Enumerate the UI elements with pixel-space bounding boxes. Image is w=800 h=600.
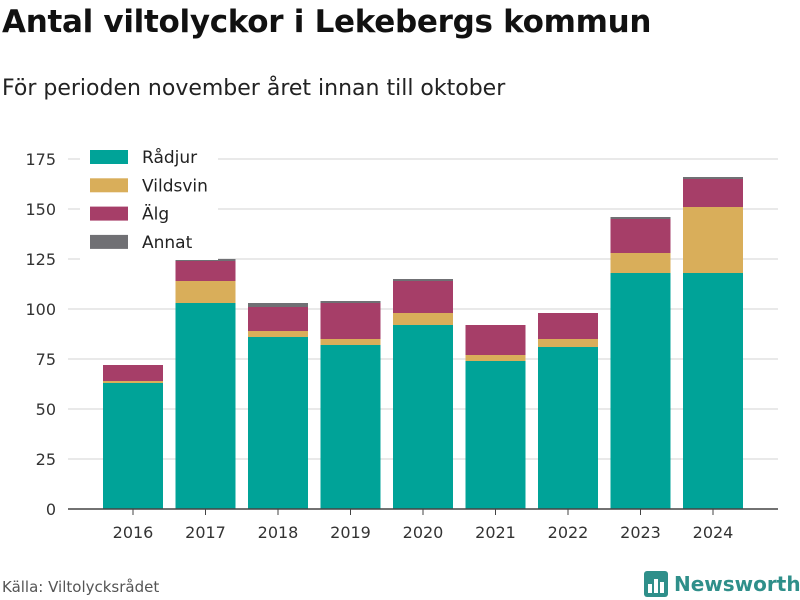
bar-segment-älg — [538, 313, 598, 339]
bar-segment-älg — [465, 325, 526, 355]
bar-segment-annat — [683, 177, 743, 179]
x-tick-label: 2018 — [258, 523, 299, 542]
bar-segment-rådjur — [320, 345, 381, 509]
x-tick-label: 2021 — [475, 523, 516, 542]
bar-segment-vildsvin — [393, 313, 453, 325]
bar-segment-rådjur — [683, 273, 743, 509]
bar-segment-vildsvin — [683, 207, 743, 273]
bar-segment-rådjur — [538, 347, 598, 509]
legend-swatch-vildsvin — [90, 178, 128, 193]
x-tick-label: 2023 — [620, 523, 661, 542]
y-tick-label: 175 — [25, 150, 56, 169]
bar-segment-vildsvin — [465, 355, 526, 361]
legend-label: Vildsvin — [142, 176, 208, 196]
x-tick-label: 2020 — [403, 523, 444, 542]
y-tick-label: 0 — [46, 500, 56, 519]
legend-swatch-älg — [90, 206, 128, 221]
bar-segment-vildsvin — [175, 281, 236, 303]
x-axis-ticks: 2016 2017 2018 2019 2020 2021 2022 2023 2024 — [113, 509, 734, 542]
bar-segment-annat — [610, 217, 671, 219]
source-note: Källa: Viltolycksrådet — [2, 578, 160, 596]
y-axis-ticks: 0 25 50 75 100 125 150 175 — [25, 150, 56, 519]
bar-segment-annat — [320, 301, 381, 303]
brand-name: Newsworthy — [674, 572, 800, 596]
legend-swatch-rådjur — [90, 150, 128, 164]
bar-segment-rådjur — [610, 273, 671, 509]
y-tick-label: 125 — [25, 250, 56, 269]
legend-swatch-annat — [90, 234, 128, 249]
chart-subtitle: För perioden november året innan till ok… — [2, 76, 506, 101]
bar-segment-älg — [320, 303, 381, 339]
legend-label: Rådjur — [142, 147, 197, 168]
bar-segment-rådjur — [103, 383, 163, 509]
bar-segment-rådjur — [465, 361, 526, 509]
bar-segment-annat — [393, 279, 453, 281]
bar-segment-rådjur — [248, 337, 308, 509]
legend: Rådjur Vildsvin Älg Annat — [80, 140, 218, 260]
x-tick-label: 2017 — [185, 523, 226, 542]
bar-segment-älg — [683, 179, 743, 207]
y-tick-label: 100 — [25, 300, 56, 319]
bar-segment-älg — [175, 261, 236, 281]
x-tick-label: 2016 — [113, 523, 154, 542]
legend-label: Annat — [142, 233, 193, 253]
y-tick-label: 50 — [36, 400, 56, 419]
legend-label: Älg — [142, 204, 169, 225]
bar-segment-älg — [610, 219, 671, 253]
x-tick-label: 2022 — [548, 523, 589, 542]
bar-segment-vildsvin — [103, 381, 163, 383]
x-tick-label: 2019 — [330, 523, 371, 542]
bar-segment-älg — [248, 307, 308, 331]
bar-segment-vildsvin — [538, 339, 598, 347]
y-tick-label: 75 — [36, 350, 56, 369]
bar-segment-älg — [103, 365, 163, 381]
bar-segment-rådjur — [393, 325, 453, 509]
bar-segment-rådjur — [175, 303, 236, 509]
bar-segment-vildsvin — [248, 331, 308, 337]
bar-segment-vildsvin — [610, 253, 671, 273]
bars — [103, 177, 743, 509]
y-tick-label: 25 — [36, 450, 56, 469]
y-tick-label: 150 — [25, 200, 56, 219]
newsworthy-logo: Newsworthy — [644, 570, 800, 598]
bar-segment-annat — [248, 303, 308, 307]
bar-segment-älg — [393, 281, 453, 313]
x-tick-label: 2024 — [693, 523, 734, 542]
bar-segment-vildsvin — [320, 339, 381, 345]
chart-title: Antal viltolyckor i Lekebergs kommun — [2, 4, 652, 40]
newsworthy-chart-icon — [644, 571, 668, 597]
